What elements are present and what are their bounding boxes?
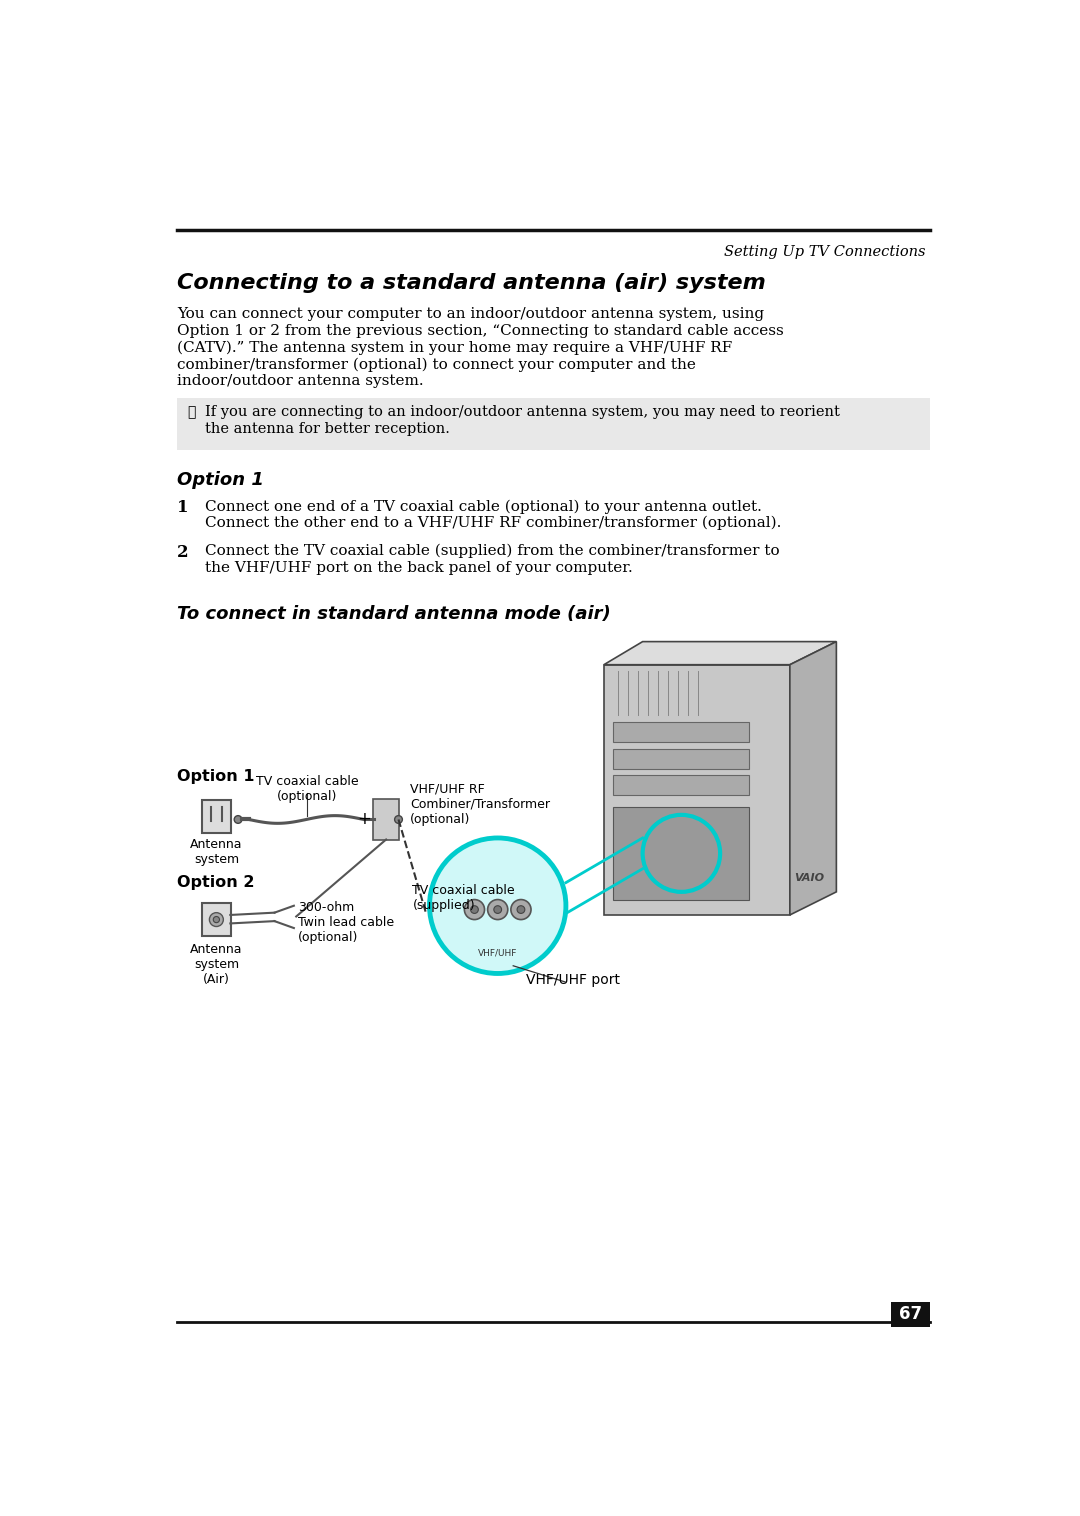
Text: TV coaxial cable
(optional): TV coaxial cable (optional) <box>256 775 359 803</box>
Text: combiner/transformer (optional) to connect your computer and the: combiner/transformer (optional) to conne… <box>177 358 696 371</box>
FancyBboxPatch shape <box>613 749 748 769</box>
Text: If you are connecting to an indoor/outdoor antenna system, you may need to reori: If you are connecting to an indoor/outdo… <box>205 405 839 420</box>
Circle shape <box>517 905 525 914</box>
Text: VHF/UHF RF
Combiner/Transformer
(optional): VHF/UHF RF Combiner/Transformer (optiona… <box>410 782 550 826</box>
Text: Option 1: Option 1 <box>177 471 264 490</box>
Circle shape <box>213 917 219 923</box>
Text: Option 1: Option 1 <box>177 769 255 784</box>
Text: 1: 1 <box>177 499 188 515</box>
Text: ✏: ✏ <box>188 405 197 420</box>
Circle shape <box>494 905 501 914</box>
Text: 67: 67 <box>900 1305 922 1323</box>
Text: TV coaxial cable
(supplied): TV coaxial cable (supplied) <box>413 884 515 913</box>
Text: Connect the other end to a VHF/UHF RF combiner/transformer (optional).: Connect the other end to a VHF/UHF RF co… <box>205 515 781 531</box>
Text: VHF/UHF port: VHF/UHF port <box>526 973 620 987</box>
Text: Connect one end of a TV coaxial cable (optional) to your antenna outlet.: Connect one end of a TV coaxial cable (o… <box>205 499 761 514</box>
Text: VAIO: VAIO <box>795 873 825 882</box>
Text: (CATV).” The antenna system in your home may require a VHF/UHF RF: (CATV).” The antenna system in your home… <box>177 341 732 355</box>
Polygon shape <box>789 641 836 916</box>
Text: Setting Up TV Connections: Setting Up TV Connections <box>724 246 926 259</box>
Text: +: + <box>357 811 372 828</box>
Text: Option 2: Option 2 <box>177 875 255 890</box>
FancyBboxPatch shape <box>177 397 930 450</box>
Circle shape <box>464 899 485 920</box>
FancyBboxPatch shape <box>613 775 748 794</box>
Circle shape <box>488 899 508 920</box>
FancyBboxPatch shape <box>373 799 400 840</box>
Text: the VHF/UHF port on the back panel of your computer.: the VHF/UHF port on the back panel of yo… <box>205 561 633 575</box>
FancyBboxPatch shape <box>202 800 231 832</box>
Circle shape <box>511 899 531 920</box>
Text: Connect the TV coaxial cable (supplied) from the combiner/transformer to: Connect the TV coaxial cable (supplied) … <box>205 544 780 558</box>
Text: 2: 2 <box>177 544 189 561</box>
Circle shape <box>394 816 403 823</box>
Circle shape <box>234 816 242 823</box>
Text: indoor/outdoor antenna system.: indoor/outdoor antenna system. <box>177 374 423 388</box>
Text: Antenna
system
(Air): Antenna system (Air) <box>190 943 243 985</box>
Circle shape <box>210 913 224 926</box>
Text: You can connect your computer to an indoor/outdoor antenna system, using: You can connect your computer to an indo… <box>177 306 764 321</box>
Circle shape <box>471 905 478 914</box>
Text: VHF/UHF: VHF/UHF <box>478 948 517 957</box>
FancyBboxPatch shape <box>202 904 231 935</box>
Text: the antenna for better reception.: the antenna for better reception. <box>205 421 449 437</box>
FancyBboxPatch shape <box>613 723 748 743</box>
Polygon shape <box>604 641 836 664</box>
FancyBboxPatch shape <box>891 1302 930 1326</box>
Text: To connect in standard antenna mode (air): To connect in standard antenna mode (air… <box>177 605 610 623</box>
Text: Connecting to a standard antenna (air) system: Connecting to a standard antenna (air) s… <box>177 273 766 293</box>
Polygon shape <box>604 664 789 916</box>
Text: Antenna
system: Antenna system <box>190 838 243 866</box>
Text: 300-ohm
Twin lead cable
(optional): 300-ohm Twin lead cable (optional) <box>298 901 394 944</box>
FancyBboxPatch shape <box>613 807 748 899</box>
Text: Option 1 or 2 from the previous section, “Connecting to standard cable access: Option 1 or 2 from the previous section,… <box>177 323 784 338</box>
Circle shape <box>430 838 566 973</box>
